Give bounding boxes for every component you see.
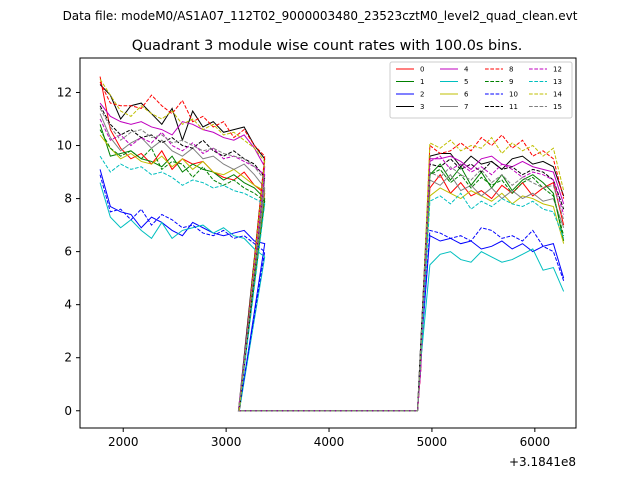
y-tick-label: 6 <box>64 245 72 259</box>
x-tick-label: 4000 <box>314 435 345 449</box>
series-line-10 <box>99 174 565 412</box>
x-axis: 2000 3000 4000 5000 6000 <box>108 428 550 449</box>
legend-box <box>389 61 573 119</box>
legend-label-14: 14 <box>553 91 562 99</box>
legend-label-0: 0 <box>420 66 424 74</box>
legend-label-1: 1 <box>420 78 424 86</box>
legend-label-6: 6 <box>464 91 469 99</box>
series-line-13 <box>99 155 565 412</box>
axes-frame <box>79 57 577 429</box>
chart-title: Quadrant 3 module wise count rates with … <box>132 38 523 54</box>
y-axis: 0 2 4 6 8 10 12 <box>57 85 80 418</box>
series-line-5 <box>99 182 565 412</box>
legend-label-10: 10 <box>509 91 518 99</box>
x-tick-label: 3000 <box>211 435 242 449</box>
series-line-4 <box>99 102 565 412</box>
series-line-2 <box>99 169 565 412</box>
y-tick-label: 0 <box>64 404 72 418</box>
legend-label-11: 11 <box>509 103 518 111</box>
legend-label-12: 12 <box>553 66 562 74</box>
x-tick-label: 6000 <box>520 435 551 449</box>
y-tick-label: 2 <box>64 351 72 365</box>
series-line-8 <box>99 81 565 412</box>
x-tick-label: 5000 <box>417 435 448 449</box>
legend-label-13: 13 <box>553 78 562 86</box>
legend-label-3: 3 <box>420 103 424 111</box>
legend-label-2: 2 <box>420 91 424 99</box>
x-tick-label: 2000 <box>108 435 139 449</box>
x-offset-label: +3.1841e8 <box>509 455 576 469</box>
y-tick-label: 8 <box>64 192 72 206</box>
legend-label-5: 5 <box>464 78 468 86</box>
series-line-1 <box>99 124 565 412</box>
legend-label-9: 9 <box>509 78 513 86</box>
figure-suptitle: Data file: modeM0/AS1A07_112T02_90000034… <box>63 9 578 23</box>
y-tick-label: 4 <box>64 298 72 312</box>
y-tick-label: 10 <box>57 139 72 153</box>
legend-label-8: 8 <box>509 66 513 74</box>
legend-label-15: 15 <box>553 103 562 111</box>
series-line-0 <box>99 76 565 412</box>
legend-label-4: 4 <box>464 66 469 74</box>
legend-label-7: 7 <box>464 103 468 111</box>
series-line-14 <box>99 78 565 412</box>
plot-area <box>99 76 565 412</box>
y-tick-label: 12 <box>57 85 72 99</box>
series-line-15 <box>99 108 565 412</box>
